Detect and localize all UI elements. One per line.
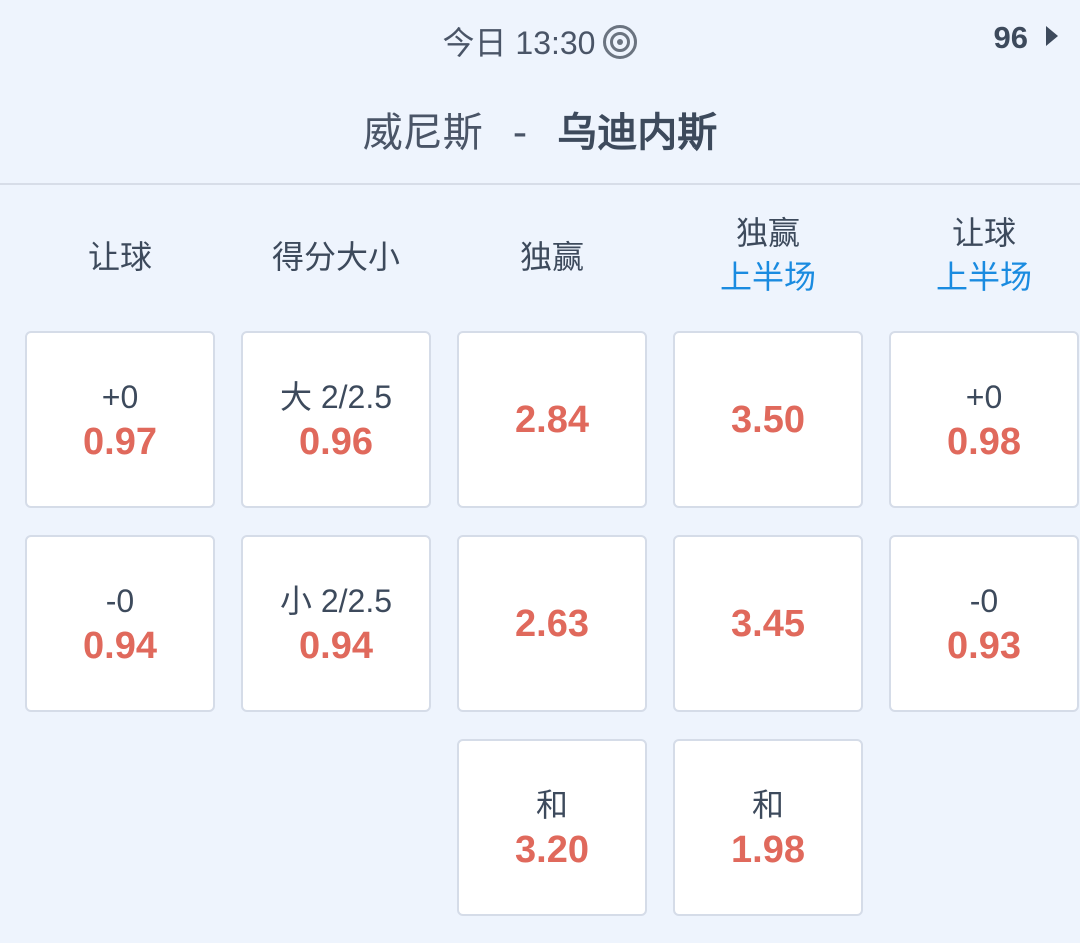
odds-button[interactable]: 2.63 — [457, 535, 647, 712]
team-separator: - — [512, 110, 528, 156]
odds-button[interactable]: 大 2/2.5 0.96 — [241, 331, 431, 508]
match-time: 今日 13:30 — [0, 18, 1080, 64]
odds-button[interactable]: 2.84 — [457, 331, 647, 508]
column-title: 独赢 — [735, 214, 800, 252]
odds-label: 和 — [751, 786, 784, 823]
caret-right-icon — [1046, 26, 1058, 46]
odds-button[interactable]: -0 0.94 — [25, 535, 215, 712]
time-text: 今日 13:30 — [442, 25, 596, 61]
odds-label: +0 — [965, 378, 1003, 415]
odds-button[interactable]: +0 0.97 — [25, 331, 215, 508]
odds-value: 0.98 — [947, 420, 1021, 463]
odds-value: 2.63 — [515, 602, 589, 645]
odds-value: 1.98 — [731, 828, 805, 871]
column-header: 让球 上半场 — [889, 211, 1079, 299]
odds-button[interactable]: 3.45 — [673, 535, 863, 712]
odds-value: 0.96 — [299, 420, 373, 463]
home-team: 威尼斯 — [362, 110, 483, 156]
odds-value: 0.94 — [299, 624, 373, 667]
odds-label: 和 — [535, 786, 568, 823]
column-subtitle: 上半场 — [719, 258, 816, 296]
odds-value: 3.50 — [731, 398, 805, 441]
odds-button[interactable]: 小 2/2.5 0.94 — [241, 535, 431, 712]
column-title: 独赢 — [519, 238, 584, 276]
target-icon[interactable] — [603, 25, 638, 59]
odds-value: 0.97 — [83, 420, 157, 463]
divider — [0, 183, 1080, 185]
column-subtitle: 上半场 — [935, 258, 1032, 296]
odds-label: 大 2/2.5 — [279, 378, 393, 415]
column-header: 让球 — [25, 235, 215, 279]
odds-button[interactable]: 3.50 — [673, 331, 863, 508]
odds-button[interactable]: 和 1.98 — [673, 739, 863, 916]
away-team: 乌迪内斯 — [557, 110, 718, 156]
column-title: 让球 — [951, 214, 1016, 252]
column-header: 独赢 上半场 — [673, 211, 863, 299]
odds-value: 0.94 — [83, 624, 157, 667]
odds-value: 2.84 — [515, 398, 589, 441]
odds-button[interactable]: +0 0.98 — [889, 331, 1079, 508]
odds-button[interactable]: -0 0.93 — [889, 535, 1079, 712]
match-teams: 威尼斯 - 乌迪内斯 — [0, 100, 1080, 158]
odds-button[interactable]: 和 3.20 — [457, 739, 647, 916]
odds-label: -0 — [105, 582, 135, 619]
column-header: 得分大小 — [241, 235, 431, 279]
odds-label: 小 2/2.5 — [279, 582, 393, 619]
odds-label: -0 — [969, 582, 999, 619]
odds-value: 3.45 — [731, 602, 805, 645]
odds-value: 0.93 — [947, 624, 1021, 667]
column-title: 得分大小 — [271, 238, 400, 276]
column-header: 独赢 — [457, 235, 647, 279]
column-title: 让球 — [87, 238, 152, 276]
odds-label: +0 — [101, 378, 139, 415]
market-count: 96 — [993, 20, 1028, 55]
odds-value: 3.20 — [515, 828, 589, 871]
more-markets-button[interactable]: 96 — [994, 20, 1058, 56]
